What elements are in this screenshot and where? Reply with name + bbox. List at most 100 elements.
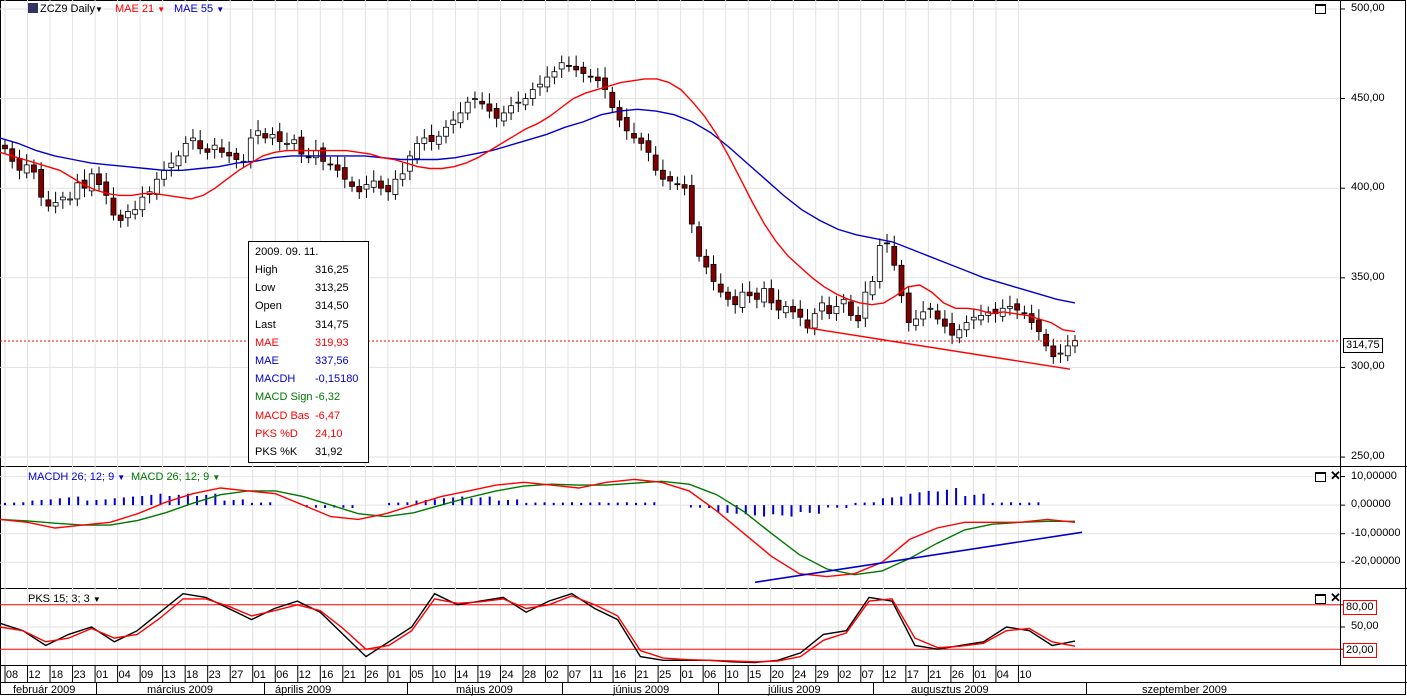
info-row: High 316,25 <box>255 264 365 280</box>
candle <box>1007 306 1013 309</box>
mae55-label[interactable]: MAE 55 ▼ <box>174 3 225 15</box>
macd-signal-line <box>0 480 1075 576</box>
info-value: 313,25 <box>315 282 349 295</box>
x-tick-label: 01 <box>388 669 401 681</box>
candle <box>710 263 717 282</box>
candle <box>970 316 977 321</box>
x-tick-label: 01 <box>253 669 266 681</box>
candle <box>457 112 464 124</box>
candle <box>558 62 565 70</box>
candle <box>1050 345 1057 358</box>
month-label: április 2009 <box>275 684 332 696</box>
x-tick-label: 25 <box>658 669 672 681</box>
candle <box>96 173 102 186</box>
pks-d-line <box>0 595 1076 663</box>
chevron-down-icon[interactable]: ▼ <box>212 473 221 482</box>
candle <box>566 65 572 67</box>
info-row: MAE 319,93 <box>255 337 365 353</box>
x-tick-label: 12 <box>298 669 311 681</box>
candle <box>204 148 211 153</box>
month-label: július 2009 <box>768 684 821 696</box>
maximize-icon[interactable] <box>1315 594 1326 604</box>
info-row: Last 314,75 <box>255 319 365 335</box>
x-tick-label: 14 <box>456 669 469 681</box>
candle <box>681 184 688 189</box>
x-tick-label: 11 <box>591 669 604 681</box>
y-tick-label: 300,00 <box>1351 360 1385 373</box>
month-label: február 2009 <box>13 684 76 696</box>
mae21-label[interactable]: MAE 21 ▼ <box>115 3 166 15</box>
candle <box>392 178 399 195</box>
candle <box>190 137 196 142</box>
info-label: MAE <box>255 355 279 367</box>
candle <box>226 151 233 157</box>
x-tick-label: 21 <box>343 669 356 681</box>
y-tick-label: 500,00 <box>1351 1 1385 14</box>
candle <box>696 226 702 257</box>
info-date: 2009. 09. 11. <box>255 246 319 258</box>
candle <box>218 147 225 153</box>
y-tick-label: 10,00000 <box>1351 469 1397 482</box>
x-tick-label: 09 <box>141 669 154 681</box>
candle <box>819 302 825 312</box>
candle <box>182 142 189 157</box>
chevron-down-icon[interactable]: ▼ <box>117 473 126 482</box>
x-tick-label: 06 <box>704 669 717 681</box>
info-label: Open <box>255 300 282 313</box>
chevron-down-icon[interactable]: ▼ <box>157 5 166 14</box>
maximize-icon[interactable] <box>1315 472 1326 482</box>
x-tick-label: 18 <box>186 669 199 681</box>
candle <box>840 298 847 305</box>
x-tick-label: 26 <box>366 669 379 681</box>
macd-label[interactable]: MACD 26; 12; 9 ▼ <box>131 471 221 483</box>
pks-k-line <box>0 592 1076 664</box>
candle <box>23 164 30 174</box>
candle <box>674 183 681 186</box>
chevron-down-icon[interactable]: ▼ <box>95 5 103 14</box>
candle <box>291 139 298 144</box>
info-row: Low 313,25 <box>255 282 365 298</box>
candle <box>522 98 529 106</box>
candle <box>631 133 637 139</box>
y-tick-label: -20,00000 <box>1351 555 1401 568</box>
x-tick-label: 16 <box>613 669 627 681</box>
candle <box>428 134 435 142</box>
candle <box>797 308 804 318</box>
macdh-label[interactable]: MACDH 26; 12; 9 ▼ <box>28 471 126 483</box>
candle <box>1014 303 1021 311</box>
candle <box>725 291 731 300</box>
candle <box>782 306 789 314</box>
info-row: MACD Bas -6,47 <box>255 410 365 426</box>
candle <box>602 77 608 91</box>
candle <box>717 283 724 293</box>
macd-trendline <box>754 531 1083 584</box>
maximize-icon[interactable] <box>1315 4 1326 14</box>
candle <box>341 167 348 180</box>
candle <box>623 116 630 132</box>
info-value: -6,32 <box>315 391 341 404</box>
info-value: 24,10 <box>315 427 343 440</box>
x-tick-label: 23 <box>73 669 86 681</box>
candle <box>472 98 478 100</box>
chevron-down-icon[interactable]: ▼ <box>92 595 101 604</box>
close-icon[interactable]: ✕ <box>1330 590 1341 605</box>
x-tick-label: 21 <box>929 669 942 681</box>
candle <box>746 291 753 297</box>
month-label: június 2009 <box>613 684 670 696</box>
candle <box>161 169 167 180</box>
candle <box>414 142 420 160</box>
pks-label[interactable]: PKS 15; 3; 3 ▼ <box>28 593 101 605</box>
candle <box>790 306 796 313</box>
candle <box>103 181 110 196</box>
symbol-label[interactable]: ZCZ9 Daily▼ <box>28 3 103 15</box>
candle <box>609 91 616 108</box>
chevron-down-icon[interactable]: ▼ <box>216 5 225 14</box>
candle <box>464 101 471 114</box>
x-tick-label: 28 <box>523 669 537 681</box>
candle <box>732 296 739 306</box>
candle <box>59 196 66 201</box>
candle <box>67 198 73 201</box>
candle <box>168 162 175 168</box>
close-icon[interactable]: ✕ <box>1330 468 1341 483</box>
